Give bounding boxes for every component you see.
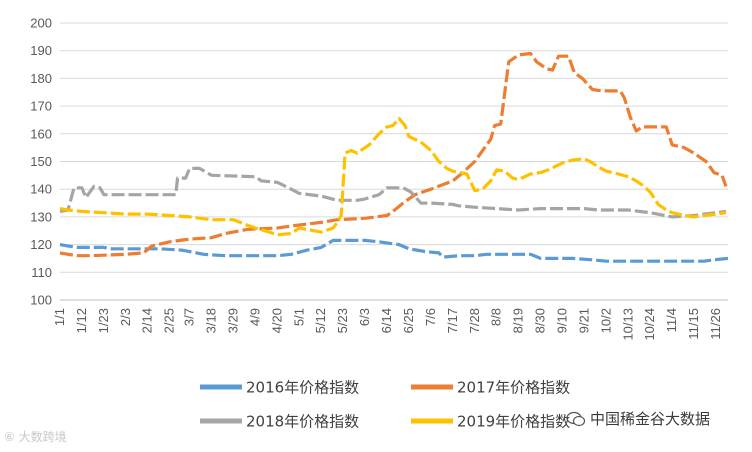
x-tick-label: 8/8 xyxy=(489,308,504,326)
gridlines xyxy=(60,22,728,301)
x-tick-label: 8/19 xyxy=(511,308,526,333)
x-tick-label: 4/9 xyxy=(247,308,262,326)
x-tick-label: 10/2 xyxy=(598,308,613,333)
y-tick-label: 170 xyxy=(30,99,52,114)
x-tick-label: 11/26 xyxy=(708,308,723,340)
x-tick-label: 1/1 xyxy=(52,308,67,326)
x-tick-label: 9/21 xyxy=(576,308,591,333)
x-axis: 1/1 1/12 1/23 2/3 2/14 2/25 3/7 3/18 3/29 4/9 4/20… xyxy=(52,299,728,341)
x-tick-label: 5/1 xyxy=(291,308,306,326)
watermark-right-text: 中国稀金谷大数据 xyxy=(590,410,711,428)
y-tick-label: 200 xyxy=(30,16,52,31)
legend-label: 2016年价格指数 xyxy=(246,379,359,397)
legend-label: 2019年价格指数 xyxy=(457,413,570,431)
x-tick-label: 7/28 xyxy=(467,308,482,333)
watermark-left: ⑥ 大数跨境 xyxy=(4,430,67,444)
series-line-2017 xyxy=(59,51,728,258)
y-tick-label: 110 xyxy=(31,265,52,280)
x-tick-label: 10/24 xyxy=(642,308,657,341)
y-tick-label: 130 xyxy=(30,209,52,224)
x-tick-label: 1/23 xyxy=(96,308,111,333)
x-tick-label: 2/3 xyxy=(118,308,133,326)
series-line-2019 xyxy=(59,116,727,237)
x-tick-label: 10/13 xyxy=(620,308,635,341)
series-line-2018 xyxy=(59,166,727,219)
y-tick-label: 140 xyxy=(30,182,52,197)
x-tick-label: 5/23 xyxy=(335,308,350,333)
x-tick-label: 7/6 xyxy=(423,308,438,326)
x-tick-label: 11/4 xyxy=(664,308,679,332)
y-tick-label: 180 xyxy=(30,71,52,86)
y-tick-label: 100 xyxy=(30,293,52,308)
x-tick-label: 3/7 xyxy=(182,308,197,326)
series-line-2016 xyxy=(59,238,729,263)
watermark-right: 中国稀金谷大数据 xyxy=(566,408,710,429)
y-axis: 100 110 120 130 140 150 160 170 180 190 200 xyxy=(30,16,52,308)
watermark-left-text: 大数跨境 xyxy=(18,430,67,444)
legend-label: 2018年价格指数 xyxy=(246,413,359,431)
x-tick-label: 3/18 xyxy=(204,308,219,333)
y-tick-label: 150 xyxy=(30,154,52,169)
x-tick-label: 8/30 xyxy=(533,308,548,333)
y-tick-label: 120 xyxy=(30,237,52,252)
x-tick-label: 6/14 xyxy=(379,308,394,333)
x-tick-label: 4/20 xyxy=(269,308,284,333)
x-tick-label: 3/29 xyxy=(225,308,240,333)
legend: 2016年价格指数 2017年价格指数 2018年价格指数 2019年价格指数 xyxy=(200,379,570,431)
y-tick-label: 160 xyxy=(30,126,52,141)
x-tick-label: 6/25 xyxy=(401,308,416,333)
x-tick-label: 9/10 xyxy=(554,308,569,333)
y-tick-label: 190 xyxy=(30,43,52,58)
x-tick-label: 2/14 xyxy=(140,308,155,333)
x-tick-label: 2/25 xyxy=(162,308,177,333)
x-tick-label: 5/12 xyxy=(313,308,328,333)
x-tick-label: 1/12 xyxy=(74,308,89,333)
x-tick-label: 6/3 xyxy=(357,308,372,326)
wechat-icon xyxy=(566,411,586,427)
x-tick-label: 7/17 xyxy=(445,308,460,333)
series-lines xyxy=(59,51,729,263)
x-tick-label: 11/15 xyxy=(686,308,701,340)
legend-label: 2017年价格指数 xyxy=(457,379,570,397)
